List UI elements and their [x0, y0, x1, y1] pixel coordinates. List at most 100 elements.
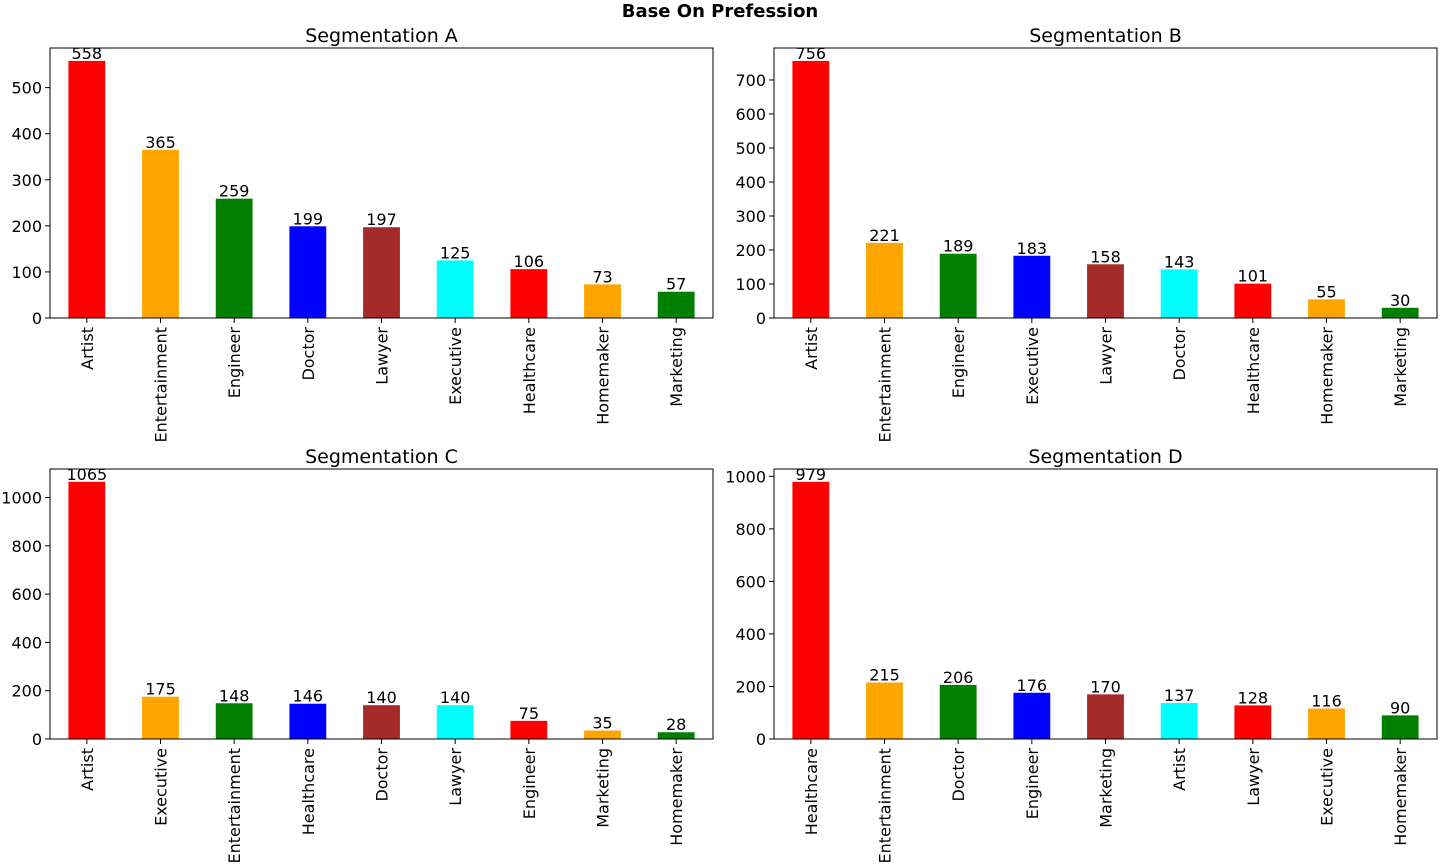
x-tick-label: Marketing — [594, 748, 613, 828]
y-tick-label: 200 — [11, 217, 42, 236]
data-label: 55 — [1316, 282, 1336, 301]
x-tick-label: Lawyer — [373, 327, 392, 385]
data-label: 197 — [366, 210, 397, 229]
data-label: 215 — [869, 666, 900, 685]
y-tick-label: 400 — [735, 173, 766, 192]
data-label: 106 — [514, 252, 545, 271]
x-tick-label: Lawyer — [1244, 748, 1263, 806]
x-tick-label: Homemaker — [594, 327, 613, 425]
x-tick-label: Doctor — [1170, 327, 1189, 381]
x-tick-label: Entertainment — [876, 327, 895, 442]
data-label: 170 — [1090, 677, 1121, 696]
bar — [1160, 703, 1198, 739]
data-label: 189 — [943, 237, 974, 256]
data-label: 199 — [293, 209, 324, 228]
y-tick-label: 500 — [735, 139, 766, 158]
data-label: 140 — [366, 688, 397, 707]
y-tick-label: 800 — [735, 520, 766, 539]
x-tick-label: Lawyer — [1097, 327, 1116, 385]
bar — [1013, 692, 1051, 739]
y-tick-label: 100 — [11, 263, 42, 282]
y-tick-label: 700 — [735, 71, 766, 90]
bar — [1234, 283, 1272, 318]
x-tick-label: Homemaker — [1318, 327, 1337, 425]
y-tick-label: 200 — [735, 677, 766, 696]
data-label: 148 — [219, 686, 250, 705]
x-tick-label: Engineer — [520, 748, 539, 820]
bar — [1234, 705, 1272, 739]
bar — [68, 481, 106, 739]
data-label: 35 — [592, 714, 612, 733]
axes-frame — [49, 468, 714, 740]
y-tick-label: 300 — [735, 207, 766, 226]
axes-frame — [773, 468, 1438, 740]
data-label: 259 — [219, 182, 250, 201]
x-tick-label: Engineer — [1023, 748, 1042, 820]
data-label: 176 — [1017, 676, 1048, 695]
bar — [1013, 255, 1051, 318]
bar — [1160, 269, 1198, 318]
x-tick-label: Doctor — [299, 327, 318, 381]
data-label: 979 — [796, 465, 827, 484]
bar — [436, 705, 474, 739]
x-tick-label: Lawyer — [446, 748, 465, 806]
chart-panel: Segmentation C 1065 Artist 175 Executive 148 E… — [1, 446, 714, 863]
data-label: 116 — [1311, 692, 1342, 711]
bar — [792, 60, 830, 319]
y-tick-label: 0 — [756, 730, 766, 749]
bar — [792, 481, 830, 739]
bar — [939, 253, 977, 318]
y-tick-label: 1000 — [1, 488, 42, 507]
bar — [1308, 299, 1345, 318]
bar — [363, 227, 400, 318]
data-label: 30 — [1390, 291, 1410, 310]
chart-title: Segmentation B — [1029, 25, 1182, 47]
bar — [939, 684, 977, 739]
bar — [1087, 264, 1124, 318]
data-label: 158 — [1090, 247, 1121, 266]
chart-title: Segmentation A — [305, 25, 458, 47]
data-label: 206 — [943, 668, 974, 687]
data-label: 57 — [666, 275, 686, 294]
y-tick-label: 400 — [11, 125, 42, 144]
data-label: 73 — [592, 267, 612, 286]
y-tick-label: 0 — [32, 730, 42, 749]
x-tick-label: Healthcare — [299, 748, 318, 835]
data-label: 125 — [440, 243, 471, 262]
data-label: 365 — [145, 133, 176, 152]
x-tick-label: Artist — [1170, 748, 1189, 791]
data-label: 128 — [1238, 688, 1269, 707]
bar — [1308, 708, 1345, 739]
data-label: 143 — [1164, 252, 1195, 271]
chart-title: Segmentation C — [305, 446, 458, 468]
x-tick-label: Marketing — [667, 327, 686, 407]
data-label: 175 — [145, 680, 176, 699]
bar — [215, 198, 253, 318]
x-tick-label: Marketing — [1097, 748, 1116, 828]
y-tick-label: 1000 — [725, 467, 766, 486]
bar — [142, 149, 179, 318]
chart-panel: Segmentation B 756 Artist 221 Entertainment 1… — [735, 25, 1438, 442]
bar — [510, 720, 548, 739]
x-tick-label: Entertainment — [225, 748, 244, 863]
x-tick-label: Artist — [78, 748, 97, 791]
data-label: 183 — [1017, 239, 1048, 258]
y-tick-label: 600 — [735, 105, 766, 124]
bar — [1381, 715, 1419, 739]
y-tick-label: 200 — [11, 682, 42, 701]
bar — [289, 703, 327, 739]
x-tick-label: Artist — [78, 327, 97, 370]
x-tick-label: Executive — [1023, 327, 1042, 405]
data-label: 146 — [293, 687, 324, 706]
x-tick-label: Healthcare — [802, 748, 821, 835]
bar — [584, 284, 621, 318]
bar — [215, 703, 253, 739]
chart-panel: Segmentation D 979 Healthcare 215 Entertainm… — [725, 446, 1438, 863]
x-tick-label: Marketing — [1391, 327, 1410, 407]
x-tick-label: Healthcare — [520, 327, 539, 414]
figure-title: Base On Prefession — [622, 1, 819, 22]
x-tick-label: Homemaker — [1391, 748, 1410, 846]
x-tick-label: Entertainment — [152, 327, 171, 442]
bar — [1381, 307, 1419, 318]
